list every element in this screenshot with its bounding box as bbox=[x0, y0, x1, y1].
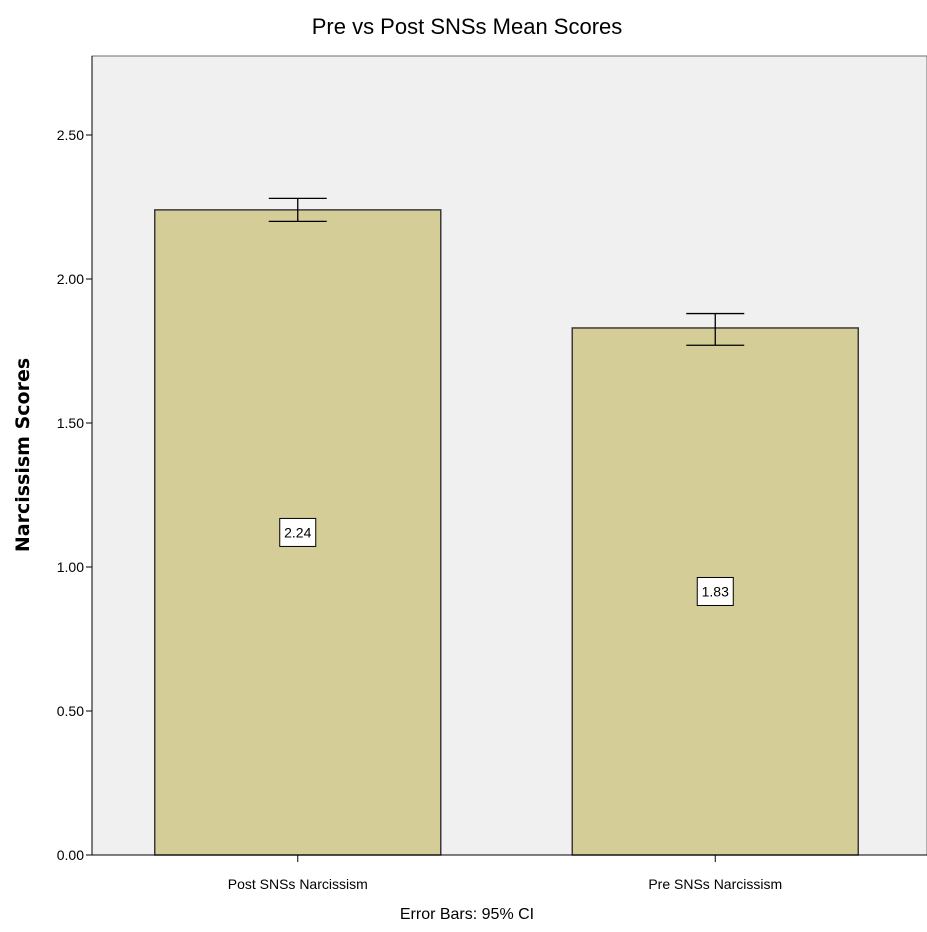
y-tick-label: 0.50 bbox=[57, 703, 84, 719]
y-tick-label: 1.00 bbox=[57, 559, 84, 575]
y-tick-label: 0.00 bbox=[57, 847, 84, 863]
error-bar bbox=[686, 312, 745, 346]
y-tick-label: 2.00 bbox=[57, 271, 84, 287]
data-label-box bbox=[279, 517, 317, 547]
error-bar bbox=[268, 197, 327, 223]
y-axis-label: Narcissism Scores bbox=[12, 358, 34, 552]
y-tick-label: 2.50 bbox=[57, 127, 84, 143]
y-tick-label: 1.50 bbox=[57, 415, 84, 431]
chart-title: Pre vs Post SNSs Mean Scores bbox=[312, 14, 623, 39]
data-label: 2.24 bbox=[284, 524, 311, 540]
data-label: 1.83 bbox=[702, 583, 729, 599]
x-tick-label: Pre SNSs Narcissism bbox=[648, 876, 782, 892]
data-label-box bbox=[696, 576, 734, 606]
x-tick-label: Post SNSs Narcissism bbox=[228, 876, 368, 892]
error-bars-note: Error Bars: 95% CI bbox=[400, 906, 534, 923]
